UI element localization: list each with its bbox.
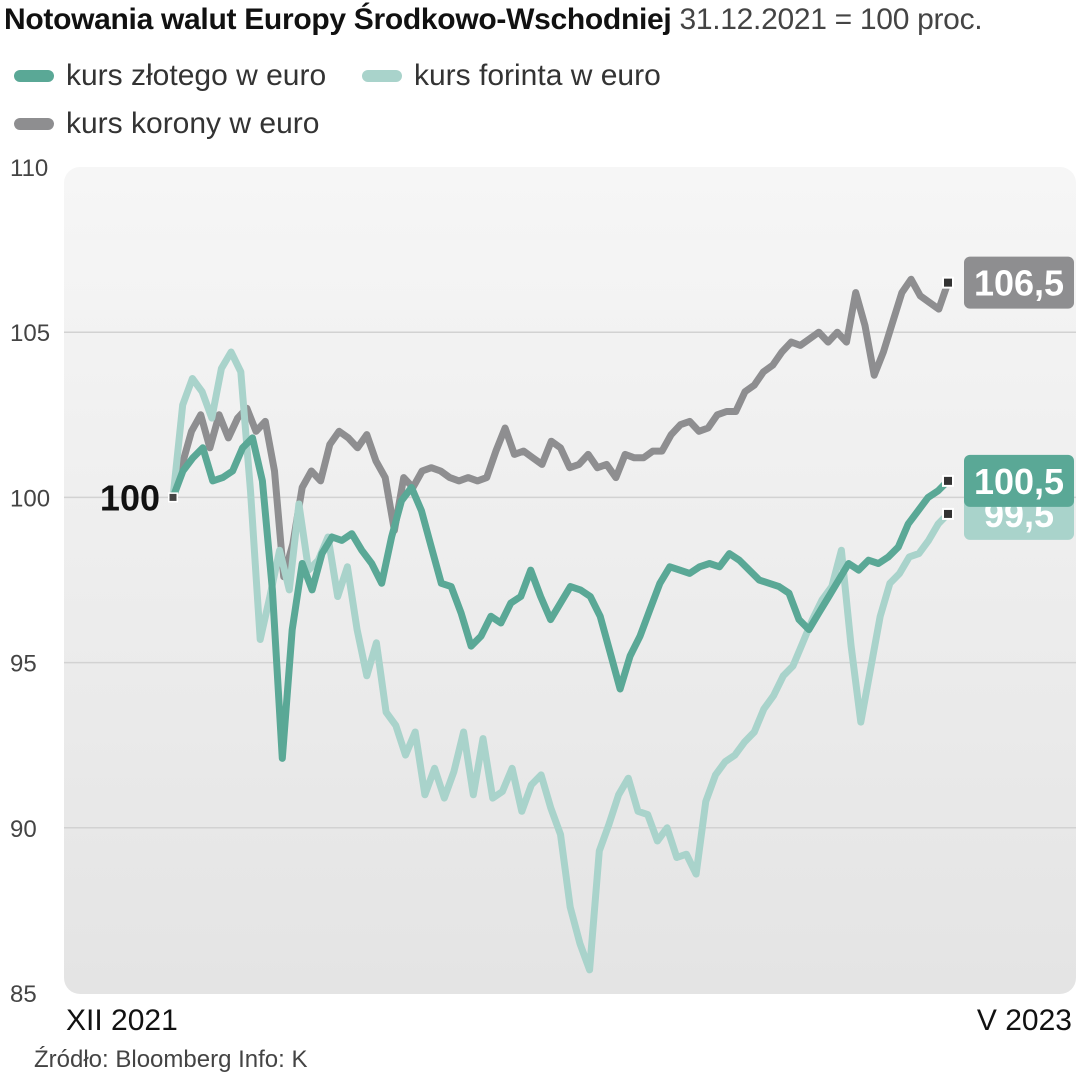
end-marker-pln <box>944 476 952 485</box>
legend-item-huf: kurs forinta w euro <box>362 56 661 96</box>
legend-item-czk: kurs korony w euro <box>14 104 319 144</box>
y-tick-label-105: 105 <box>10 320 50 347</box>
legend-swatch-czk <box>14 118 54 130</box>
series-line-czk <box>169 275 952 581</box>
legend-label-czk: kurs korony w euro <box>66 107 320 140</box>
y-tick-label-90: 90 <box>10 816 37 843</box>
y-tick-label-95: 95 <box>10 651 37 678</box>
y-tick-label-100: 100 <box>10 485 50 512</box>
y-tick-label-110: 110 <box>10 155 48 182</box>
end-markers <box>168 276 954 520</box>
start-marker <box>169 493 177 501</box>
x-start-label: XII 2021 <box>66 1004 178 1037</box>
end-label-pln: 100,5 <box>974 461 1064 502</box>
series-line-pln <box>169 434 952 762</box>
y-tick-label-85: 85 <box>10 981 37 1008</box>
x-end-label: V 2023 <box>977 1004 1072 1037</box>
legend-item-pln: kurs złotego w euro <box>14 56 326 96</box>
grid-lines <box>64 331 1076 829</box>
source-note: Źródło: Bloomberg Info: K <box>34 1046 308 1073</box>
series-lines <box>169 275 952 974</box>
end-label-box-pln <box>964 454 1074 507</box>
baseline-label: 100 <box>100 477 160 518</box>
end-marker-czk <box>944 278 952 287</box>
chart-subtitle: 31.12.2021 = 100 proc. <box>679 3 983 36</box>
end-marker-huf <box>944 509 952 518</box>
end-label-box-czk <box>964 256 1074 309</box>
legend-swatch-pln <box>14 70 54 82</box>
legend-swatch-huf <box>362 70 402 82</box>
chart-title: Notowania walut Europy Środkowo-Wschodni… <box>4 0 983 40</box>
plot-area <box>64 167 1076 994</box>
y-axis: 85 90 95 100 105 110 <box>10 155 50 1008</box>
legend-label-huf: kurs forinta w euro <box>414 59 661 92</box>
legend-label-pln: kurs złotego w euro <box>66 59 327 92</box>
end-label-czk: 106,5 <box>974 263 1064 304</box>
chart-title-main: Notowania walut Europy Środkowo-Wschodni… <box>4 3 672 36</box>
